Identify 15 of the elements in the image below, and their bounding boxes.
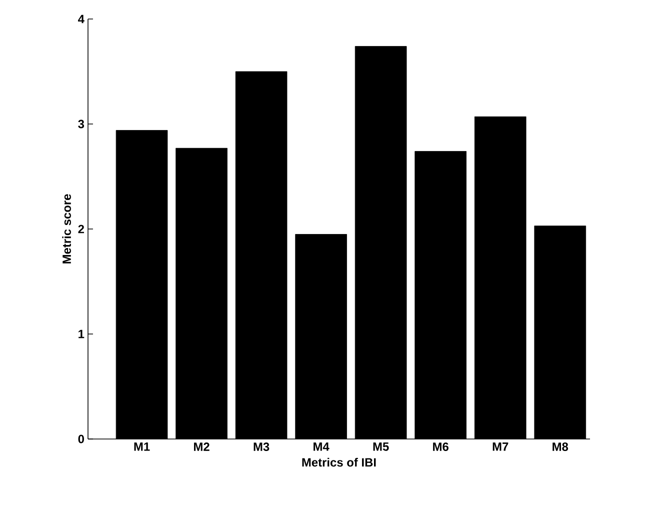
x-tick-label: M3 <box>254 442 270 452</box>
y-axis-title: Metric score <box>62 194 71 264</box>
y-tick-label: 3 <box>78 120 84 128</box>
y-tick-label: 4 <box>78 14 84 24</box>
y-tick-label: 1 <box>78 330 84 338</box>
x-axis-title: Metrics of IBI <box>302 458 376 467</box>
x-tick-label: M7 <box>492 442 508 451</box>
x-tick-label: M5 <box>373 442 389 451</box>
y-tick-label: 0 <box>78 434 84 444</box>
x-tick-label: M1 <box>134 442 150 451</box>
x-tick-label: M8 <box>552 442 568 451</box>
x-tick-label: M2 <box>194 442 210 451</box>
y-tick-label: 2 <box>78 224 84 234</box>
x-tick-label: M4 <box>314 442 330 451</box>
x-tick-label: M6 <box>433 442 448 451</box>
